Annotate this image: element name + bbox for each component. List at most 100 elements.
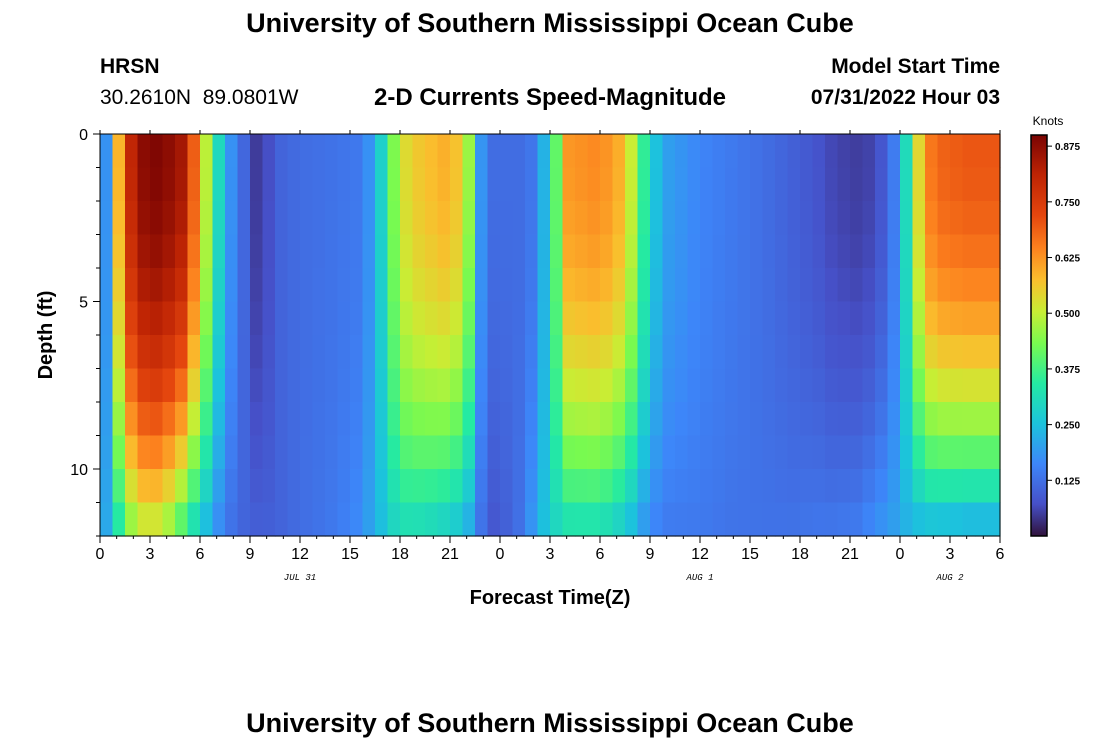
heatmap-cell xyxy=(475,469,489,504)
heatmap-cell xyxy=(825,301,839,336)
heatmap-cell xyxy=(250,368,264,403)
heatmap-cell xyxy=(437,335,451,370)
heatmap-cell xyxy=(450,268,464,303)
heatmap-cell xyxy=(937,402,951,437)
heatmap-cell xyxy=(775,435,789,470)
heatmap-cell xyxy=(312,402,326,437)
heatmap-cell xyxy=(762,402,776,437)
heatmap-cell xyxy=(700,201,714,236)
heatmap-cell xyxy=(462,134,476,169)
heatmap-cell xyxy=(112,234,126,269)
heatmap-cell xyxy=(512,301,526,336)
heatmap-cell xyxy=(850,268,864,303)
heatmap-cell xyxy=(675,234,689,269)
heatmap-cell xyxy=(600,167,614,202)
heatmap-cell xyxy=(900,268,914,303)
heatmap-cell xyxy=(350,469,364,504)
y-tick-label: 5 xyxy=(79,295,88,312)
heatmap-cell xyxy=(712,469,726,504)
heatmap-cell xyxy=(212,134,226,169)
heatmap-cell xyxy=(700,301,714,336)
heatmap-cell xyxy=(875,167,889,202)
heatmap-cell xyxy=(900,201,914,236)
heatmap-cell xyxy=(675,201,689,236)
heatmap-cell xyxy=(300,201,314,236)
heatmap-cell xyxy=(387,402,401,437)
x-tick-label: 18 xyxy=(791,546,809,563)
heatmap-cell xyxy=(675,402,689,437)
heatmap-cell xyxy=(662,502,676,537)
heatmap-cell xyxy=(750,134,764,169)
heatmap-cell xyxy=(762,469,776,504)
heatmap-cell xyxy=(837,201,851,236)
heatmap-cell xyxy=(375,268,389,303)
heatmap-cell xyxy=(537,234,551,269)
heatmap-cell xyxy=(575,402,589,437)
heatmap-cell xyxy=(250,134,264,169)
heatmap-cell xyxy=(912,234,926,269)
heatmap-cell xyxy=(412,268,426,303)
heatmap-cell xyxy=(850,335,864,370)
heatmap-cell xyxy=(662,234,676,269)
heatmap-cell xyxy=(987,402,1001,437)
heatmap-cell xyxy=(125,167,139,202)
heatmap-cell xyxy=(200,502,214,537)
heatmap-cell xyxy=(787,268,801,303)
heatmap-cell xyxy=(187,502,201,537)
heatmap-cell xyxy=(937,435,951,470)
heatmap-cell xyxy=(525,234,539,269)
heatmap-cell xyxy=(150,469,164,504)
heatmap-cell xyxy=(762,335,776,370)
heatmap-cell xyxy=(987,502,1001,537)
heatmap-cell xyxy=(650,435,664,470)
heatmap-cell xyxy=(100,502,114,537)
heatmap-cell xyxy=(612,234,626,269)
heatmap-cell xyxy=(975,469,989,504)
heatmap-cell xyxy=(275,368,289,403)
x-tick-label: 6 xyxy=(596,546,605,563)
heatmap-cell xyxy=(600,469,614,504)
heatmap-cell xyxy=(350,368,364,403)
heatmap-cell xyxy=(512,335,526,370)
heatmap-cell xyxy=(800,335,814,370)
heatmap-cell xyxy=(212,167,226,202)
heatmap-cell xyxy=(737,402,751,437)
heatmap-cell xyxy=(462,301,476,336)
heatmap-cell xyxy=(912,134,926,169)
heatmap-cell xyxy=(425,502,439,537)
heatmap-cell xyxy=(375,134,389,169)
heatmap-cell xyxy=(637,134,651,169)
heatmap-cell xyxy=(600,335,614,370)
heatmap-cell xyxy=(337,134,351,169)
heatmap-cell xyxy=(700,234,714,269)
heatmap-cell xyxy=(175,268,189,303)
heatmap-cell xyxy=(562,301,576,336)
heatmap-cell xyxy=(662,268,676,303)
heatmap-cell xyxy=(362,368,376,403)
heatmap-cell xyxy=(712,167,726,202)
heatmap-cell xyxy=(412,335,426,370)
heatmap-cell xyxy=(987,368,1001,403)
heatmap-cell xyxy=(525,502,539,537)
heatmap-cell xyxy=(287,435,301,470)
heatmap-cell xyxy=(262,402,276,437)
heatmap-cell xyxy=(325,167,339,202)
date-label: JUL 31 xyxy=(284,573,316,583)
heatmap-cell xyxy=(937,301,951,336)
heatmap-cell xyxy=(850,134,864,169)
heatmap-cell xyxy=(312,167,326,202)
heatmap-cell xyxy=(200,368,214,403)
heatmap-cell xyxy=(537,167,551,202)
heatmap-cell xyxy=(637,435,651,470)
heatmap-cell xyxy=(187,402,201,437)
heatmap-cell xyxy=(337,335,351,370)
heatmap-cell xyxy=(800,268,814,303)
heatmap-cell xyxy=(150,268,164,303)
x-axis-label: Forecast Time(Z) xyxy=(470,587,631,609)
heatmap-cell xyxy=(500,435,514,470)
heatmap-cell xyxy=(837,134,851,169)
heatmap-cell xyxy=(200,134,214,169)
heatmap-cell xyxy=(212,368,226,403)
heatmap-cell xyxy=(162,368,176,403)
heatmap-cell xyxy=(150,502,164,537)
